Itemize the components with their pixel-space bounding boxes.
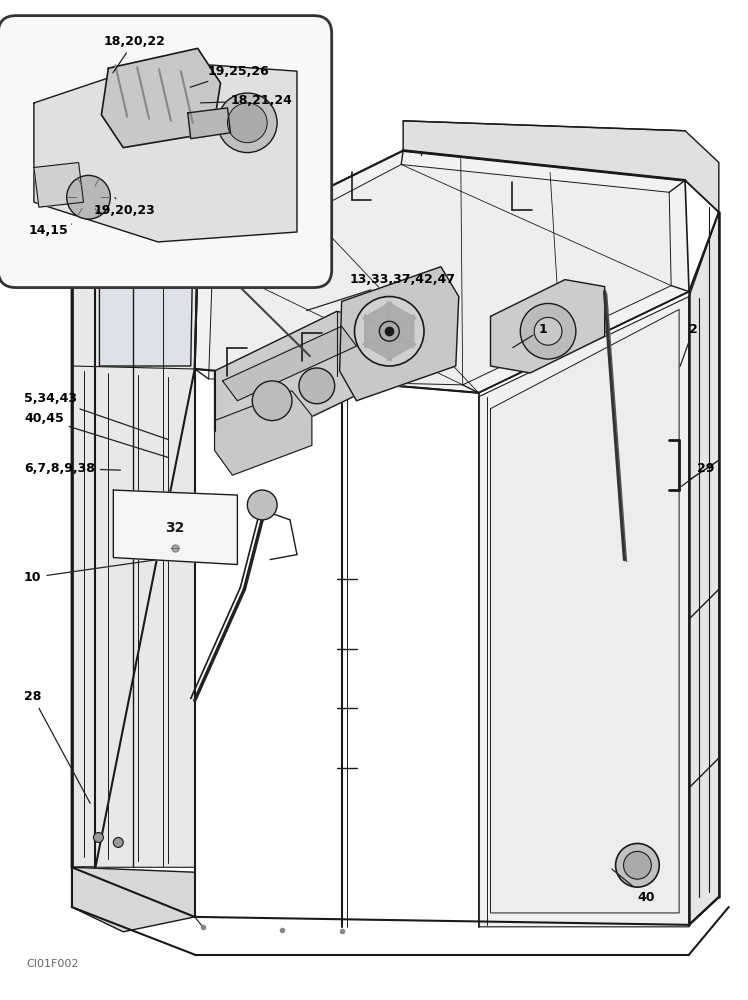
Text: 1: 1 (512, 323, 547, 348)
Polygon shape (365, 314, 382, 348)
Text: 28: 28 (24, 690, 91, 803)
Text: 13,33,37,42,47: 13,33,37,42,47 (307, 273, 456, 311)
Polygon shape (491, 280, 604, 373)
Polygon shape (114, 490, 237, 565)
Polygon shape (102, 48, 221, 148)
Polygon shape (396, 314, 414, 348)
Circle shape (67, 175, 111, 219)
Circle shape (616, 843, 659, 887)
Text: 18,21,24: 18,21,24 (200, 94, 292, 107)
Text: 29: 29 (681, 462, 714, 486)
Circle shape (114, 837, 123, 847)
Text: 40,45: 40,45 (24, 412, 168, 457)
Circle shape (624, 851, 652, 879)
Polygon shape (215, 311, 386, 440)
Text: 10: 10 (24, 560, 156, 584)
Text: 19,25,26: 19,25,26 (191, 65, 269, 87)
FancyBboxPatch shape (0, 16, 331, 288)
Circle shape (355, 297, 424, 366)
Polygon shape (222, 326, 357, 401)
Polygon shape (491, 309, 679, 913)
Polygon shape (34, 61, 297, 242)
Polygon shape (340, 267, 459, 401)
Polygon shape (479, 297, 689, 927)
Polygon shape (188, 108, 230, 139)
Polygon shape (363, 302, 391, 326)
Polygon shape (215, 391, 312, 475)
Circle shape (534, 317, 562, 345)
Polygon shape (689, 212, 719, 925)
Polygon shape (194, 151, 689, 393)
Text: 19,20,23: 19,20,23 (94, 198, 156, 217)
Polygon shape (72, 366, 194, 867)
Polygon shape (403, 121, 719, 212)
Polygon shape (209, 164, 671, 385)
Polygon shape (387, 336, 416, 361)
Text: 32: 32 (165, 521, 185, 535)
Polygon shape (99, 252, 193, 366)
Text: CI01F002: CI01F002 (26, 959, 79, 969)
Polygon shape (387, 302, 416, 326)
Polygon shape (363, 336, 391, 361)
Circle shape (252, 381, 292, 421)
Circle shape (227, 103, 267, 143)
Polygon shape (34, 163, 84, 207)
Polygon shape (72, 250, 197, 867)
Text: 40: 40 (612, 869, 655, 904)
Text: 18,20,22: 18,20,22 (103, 35, 165, 73)
Circle shape (299, 368, 334, 404)
Text: 14,15: 14,15 (29, 224, 72, 237)
Text: 6,7,8,9,38: 6,7,8,9,38 (24, 462, 120, 475)
Circle shape (94, 833, 103, 842)
Circle shape (218, 93, 277, 153)
Circle shape (248, 490, 277, 520)
Circle shape (379, 321, 399, 341)
Text: 5,34,43: 5,34,43 (24, 392, 168, 440)
Text: 2: 2 (680, 323, 698, 366)
Circle shape (521, 303, 576, 359)
Polygon shape (72, 867, 194, 932)
